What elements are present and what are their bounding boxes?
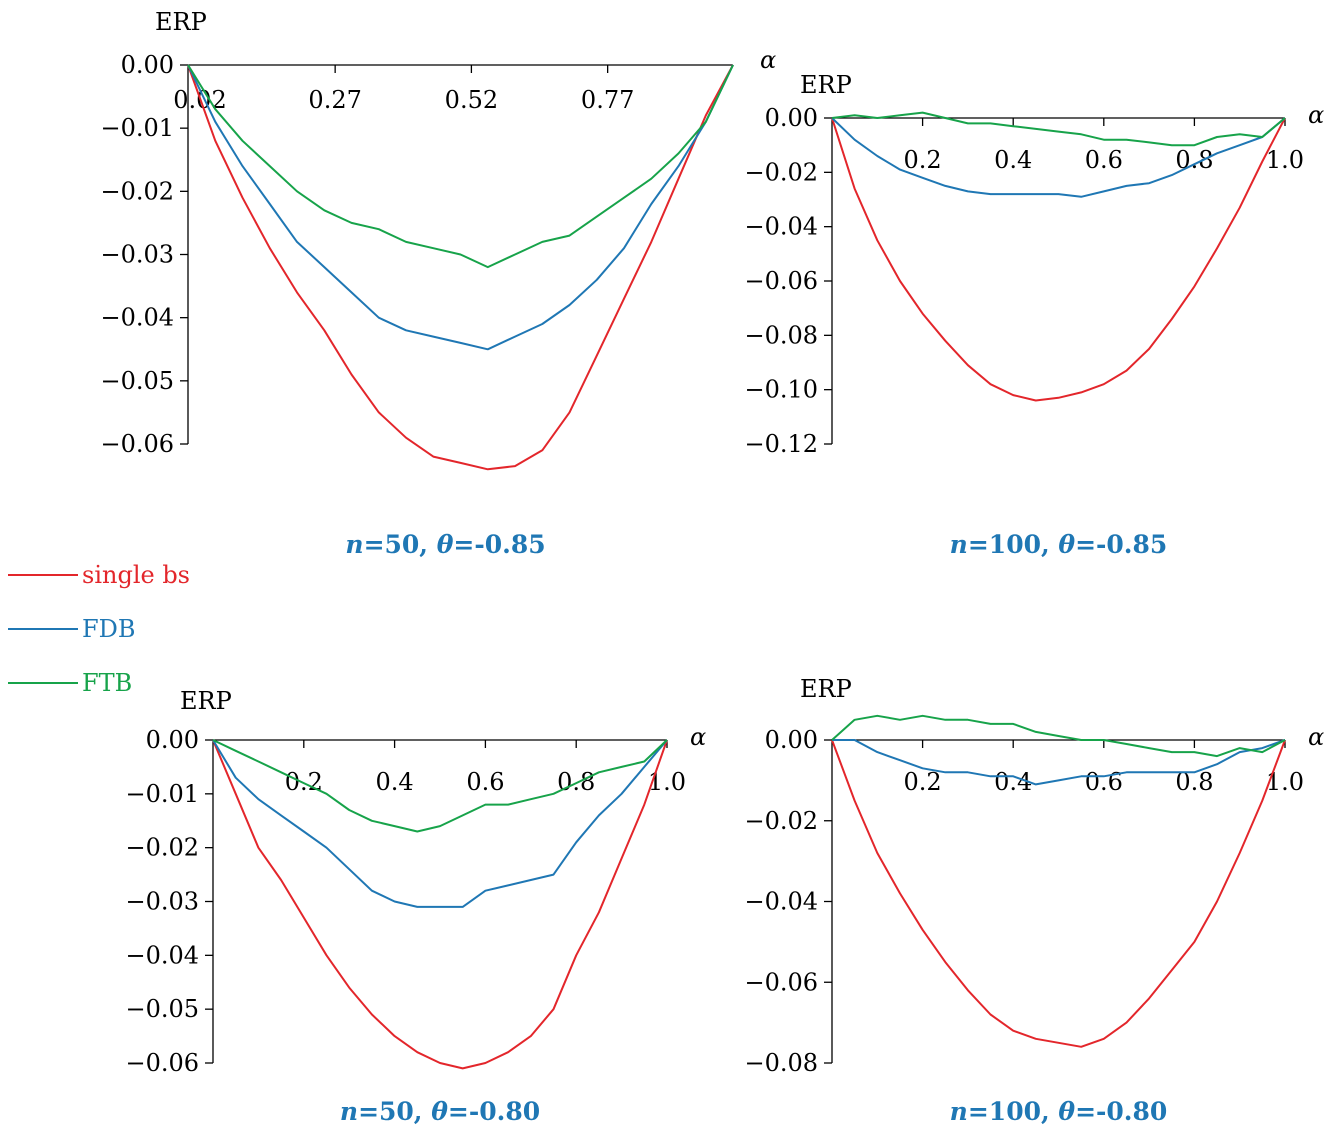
y-tick-label: −0.06: [100, 430, 174, 458]
x-tick-label: 1.0: [1266, 768, 1304, 796]
y-axis-label: ERP: [155, 8, 207, 36]
legend-label: FTB: [82, 669, 132, 697]
legend-label: single bs: [82, 561, 190, 589]
series-line-fdb: [832, 739, 1286, 786]
y-tick-label: −0.01: [100, 114, 174, 142]
x-axis-label: α: [1308, 101, 1324, 129]
series-line-fdb: [831, 117, 1286, 198]
y-tick-label: −0.04: [125, 941, 199, 969]
series-line-single-bs: [187, 64, 734, 471]
y-tick-label: −0.12: [744, 430, 818, 458]
panel-n100-theta080: 0.00−0.02−0.04−0.06−0.080.2 0.4 0.6 0.8 1.0E…: [744, 675, 1324, 1126]
y-tick-label: −0.04: [100, 304, 174, 332]
series-line-ftb: [212, 739, 668, 833]
series-line-single-bs: [831, 117, 1286, 402]
y-tick-label: −0.05: [100, 367, 174, 395]
y-tick-label: −0.02: [744, 807, 818, 835]
series-line-ftb: [187, 64, 734, 269]
y-tick-label: −0.08: [744, 1049, 818, 1077]
y-tick-label: −0.06: [744, 267, 818, 295]
series-line-fdb: [187, 64, 734, 351]
x-axis-label: α: [760, 46, 776, 74]
legend-label: FDB: [82, 615, 136, 643]
panel-caption: n=100, θ=-0.80: [950, 1097, 1168, 1126]
panel-caption: n=50, θ=-0.85: [345, 530, 545, 559]
x-tick-label: 0.4: [994, 768, 1032, 796]
x-tick-label: 0.4: [994, 146, 1032, 174]
y-axis-label: ERP: [180, 687, 232, 715]
x-tick-label: 0.77: [581, 86, 634, 114]
y-tick-label: 0.00: [146, 726, 199, 754]
x-tick-label: 0.2: [904, 768, 942, 796]
y-tick-label: −0.06: [125, 1049, 199, 1077]
legend: single bs FDB FTB: [8, 561, 190, 697]
y-tick-label: −0.08: [744, 321, 818, 349]
y-tick-label: −0.04: [744, 888, 818, 916]
series-line-ftb: [831, 714, 1286, 758]
series-line-ftb: [831, 111, 1286, 147]
x-axis-label: α: [690, 723, 706, 751]
x-tick-label: 0.6: [1085, 146, 1123, 174]
x-tick-label: 0.52: [445, 86, 498, 114]
series-line-fdb: [212, 739, 668, 908]
x-tick-label: 1.0: [648, 768, 686, 796]
y-tick-label: −0.05: [125, 995, 199, 1023]
x-tick-label: 0.6: [466, 768, 504, 796]
y-tick-label: −0.02: [125, 834, 199, 862]
panel-n100-theta085: 0.00 −0.02 −0.04 −0.06 −0.08 −0.10 −0.12 0.2 0.4…: [744, 71, 1324, 559]
y-axis-label: ERP: [800, 71, 852, 99]
y-tick-label: −0.03: [100, 241, 174, 269]
panel-n50-theta080: 0.00−0.01−0.02−0.03−0.04−0.05−0.060.2 0.4…: [125, 687, 706, 1126]
panel-n50-theta085: 0.00 −0.01 −0.02 −0.03 −0.04 −0.05 −0.06 0.27 0.…: [100, 8, 776, 559]
y-tick-label: −0.02: [100, 177, 174, 205]
y-tick-label: −0.01: [125, 780, 199, 808]
y-tick-label: −0.03: [125, 888, 199, 916]
y-tick-label: −0.06: [744, 968, 818, 996]
x-tick-label: 0.2: [904, 146, 942, 174]
x-axis-label: α: [1308, 723, 1324, 751]
y-axis-label: ERP: [800, 675, 852, 703]
y-tick-label: −0.10: [744, 376, 818, 404]
series-line-single-bs: [212, 739, 668, 1070]
x-tick-label: 0.6: [1085, 768, 1123, 796]
panel-caption: n=100, θ=-0.85: [950, 530, 1168, 559]
series-line-single-bs: [831, 739, 1286, 1048]
y-tick-label: 0.00: [121, 51, 174, 79]
y-tick-label: −0.02: [744, 158, 818, 186]
panel-caption: n=50, θ=-0.80: [340, 1097, 540, 1126]
x-tick-label: 1.0: [1266, 146, 1304, 174]
y-tick-label: −0.04: [744, 213, 818, 241]
x-tick-label: 0.4: [376, 768, 414, 796]
y-tick-label: 0.00: [765, 104, 818, 132]
y-tick-label: 0.00: [765, 726, 818, 754]
x-tick-label: 0.27: [308, 86, 361, 114]
